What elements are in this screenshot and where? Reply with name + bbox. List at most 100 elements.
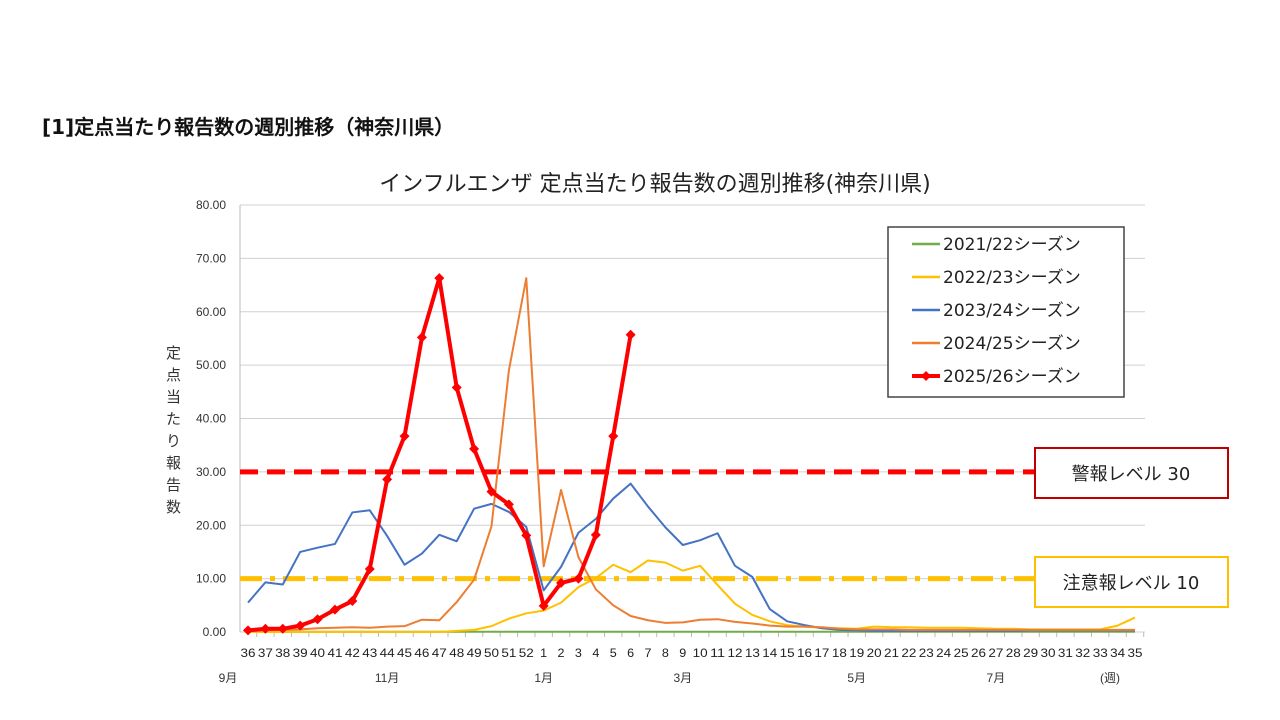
month-label: 11月: [375, 671, 399, 685]
x-tick-label: 40: [310, 648, 325, 660]
x-tick-label: 42: [345, 648, 360, 660]
x-tick-label: 27: [988, 648, 1003, 660]
data-point-marker: [399, 431, 410, 442]
x-tick-label: 33: [1093, 648, 1108, 660]
data-point-marker: [486, 486, 497, 497]
data-point-marker: [451, 382, 462, 393]
y-tick-label: 50.00: [196, 358, 226, 372]
y-tick-label: 30.00: [196, 465, 226, 479]
data-point-marker: [608, 431, 619, 442]
x-tick-label: 11: [710, 648, 725, 660]
y-tick-label: 60.00: [196, 305, 226, 319]
x-tick-label: 48: [449, 648, 464, 660]
x-tick-label: 21: [884, 648, 899, 660]
x-tick-label: 46: [414, 648, 429, 660]
chart-title: インフルエンザ 定点当たり報告数の週別推移(神奈川県): [379, 172, 931, 197]
data-point-marker: [243, 625, 253, 636]
data-point-marker: [329, 604, 340, 615]
x-tick-label: 13: [745, 648, 760, 660]
data-point-marker: [347, 596, 358, 607]
series-line-2024-25: [247, 277, 1135, 632]
threshold-label-box: [1034, 447, 1229, 499]
month-label: 9月: [219, 671, 238, 685]
data-point-marker: [277, 623, 288, 634]
data-point-marker: [416, 332, 427, 343]
data-point-marker: [434, 273, 445, 284]
data-point-marker: [590, 529, 601, 540]
x-tick-label: 25: [954, 648, 969, 660]
x-tick-label: 52: [519, 648, 534, 660]
x-tick-label: 36: [241, 648, 256, 660]
x-tick-label: 20: [867, 648, 882, 660]
legend-label: 2022/23シーズン: [943, 268, 1081, 288]
data-point-marker: [556, 577, 567, 588]
data-point-marker: [503, 499, 514, 510]
x-tick-label: 16: [797, 648, 812, 660]
data-point-marker: [625, 329, 636, 340]
x-tick-label: 8: [662, 648, 669, 660]
x-tick-label: 31: [1058, 648, 1073, 660]
x-tick-label: 37: [258, 648, 273, 660]
x-tick-label: 1: [540, 648, 547, 660]
x-tick-label: 6: [627, 648, 634, 660]
x-tick-label: 17: [814, 648, 829, 660]
month-label: 3月: [673, 671, 692, 685]
series-line-2023-24: [247, 482, 1135, 632]
data-point-marker: [364, 564, 375, 575]
legend-label: 2021/22シーズン: [943, 235, 1081, 255]
threshold-label: 注意報レベル 10: [1063, 573, 1200, 594]
x-tick-label: 49: [467, 648, 482, 660]
x-tick-label: 22: [901, 648, 916, 660]
x-tick-label: 38: [275, 648, 290, 660]
x-tick-label: 39: [293, 648, 308, 660]
data-point-marker: [295, 620, 306, 631]
month-label: 5月: [847, 671, 866, 685]
x-tick-label: 2: [558, 648, 565, 660]
y-tick-label: 70.00: [196, 251, 226, 265]
x-tick-label: 10: [693, 648, 708, 660]
y-tick-label: 80.00: [196, 198, 226, 212]
x-tick-label: 50: [484, 648, 499, 660]
series-line-2022-23: [248, 559, 1136, 633]
legend-label: 2024/25シーズン: [943, 334, 1081, 354]
x-tick-label: 15: [780, 648, 795, 660]
legend-marker: [921, 371, 931, 381]
legend-label: 2023/24シーズン: [943, 301, 1081, 321]
data-point-marker: [573, 573, 584, 584]
month-label: 1月: [534, 671, 553, 685]
x-axis-unit: (週): [1100, 671, 1120, 685]
x-tick-label: 7: [645, 648, 652, 660]
x-tick-label: 3: [575, 648, 582, 660]
threshold-label: 警報レベル 30: [1072, 464, 1191, 485]
x-tick-label: 9: [679, 648, 686, 660]
data-point-marker: [469, 443, 480, 454]
x-tick-label: 18: [832, 648, 847, 660]
y-tick-label: 40.00: [196, 412, 226, 426]
x-tick-label: 29: [1023, 648, 1038, 660]
legend-box: [887, 226, 1125, 398]
x-tick-label: 5: [610, 648, 617, 660]
data-point-marker: [382, 474, 393, 485]
y-axis-title: 定点当たり報告数: [166, 344, 181, 516]
x-tick-label: 45: [397, 648, 412, 660]
x-tick-label: 30: [1041, 648, 1056, 660]
legend-label: 2025/26シーズン: [943, 367, 1081, 387]
x-tick-label: 24: [936, 648, 952, 660]
x-tick-label: 35: [1128, 648, 1143, 660]
x-tick-label: 51: [501, 648, 516, 660]
x-tick-label: 41: [327, 648, 342, 660]
section-heading: [1]定点当たり報告数の週別推移（神奈川県）: [42, 115, 455, 139]
data-point-marker: [521, 530, 532, 541]
y-tick-label: 20.00: [196, 518, 226, 532]
data-point-marker: [312, 614, 323, 625]
y-tick-label: 0.00: [203, 625, 227, 639]
x-tick-label: 4: [592, 648, 600, 660]
threshold-label-box: [1034, 556, 1229, 608]
x-tick-label: 12: [727, 648, 742, 660]
x-tick-label: 47: [432, 648, 447, 660]
x-tick-label: 14: [762, 648, 778, 660]
month-label: 7月: [987, 671, 1006, 685]
x-tick-label: 19: [849, 648, 864, 660]
x-tick-label: 23: [919, 648, 934, 660]
